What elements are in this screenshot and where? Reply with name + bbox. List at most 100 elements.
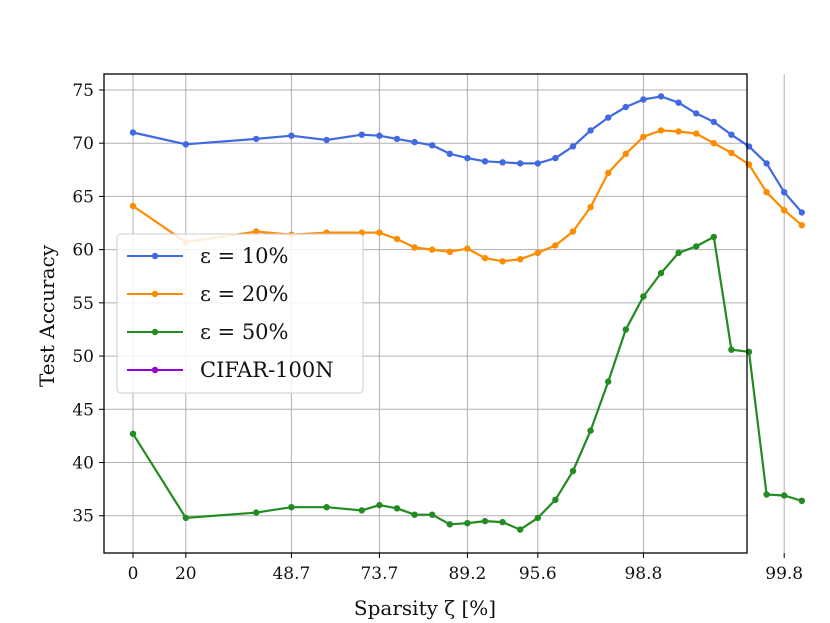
data-point [481,254,489,262]
data-point [393,505,401,512]
data-point [798,209,805,216]
data-point [446,248,453,255]
y-tick-label: 60 [72,241,94,261]
data-point [657,127,665,134]
data-point [358,131,365,138]
y-tick-label: 55 [72,294,94,314]
data-point [376,132,383,139]
data-point [763,160,770,167]
x-tick-label: 95.6 [519,564,557,584]
data-point [640,293,647,300]
data-point [288,504,295,511]
data-point [393,135,401,143]
x-tick-label: 20 [175,564,197,584]
data-point [323,504,330,511]
x-tick-label: 89.2 [448,564,486,584]
data-point [253,228,260,235]
data-point [129,129,137,136]
data-point [517,526,524,533]
data-point [675,128,682,135]
data-point [622,150,629,157]
legend-swatch-marker [151,328,159,336]
data-point [481,517,489,525]
legend-label: ε = 10% [200,244,289,268]
data-point [129,430,137,437]
data-point [640,96,647,103]
data-point [376,229,383,236]
data-point [446,150,453,157]
legend-entry: ε = 20% [127,282,289,306]
y-tick-label: 50 [72,347,94,367]
data-point [253,509,260,516]
data-point [446,521,453,528]
data-point [728,149,735,156]
data-point [710,233,717,241]
data-point [640,133,647,140]
data-point [587,203,594,211]
x-tick-label: 0 [128,564,139,584]
data-point [728,131,735,138]
data-point [376,501,383,509]
data-point [534,160,541,167]
data-point [587,427,594,434]
data-point [798,497,805,504]
data-point [569,143,577,150]
data-point [253,135,260,143]
data-point [605,169,612,177]
x-tick-label: 98.8 [624,564,662,584]
data-point [517,256,524,263]
data-point [622,103,629,111]
y-tick-label: 75 [72,81,94,101]
y-axis-ticks: 35 40 45 50 55 60 65 70 75 [72,81,104,527]
series-group [129,93,805,216]
x-tick-label: 99.8 [765,564,803,584]
data-point [763,189,770,196]
legend-box [116,233,364,394]
data-point [693,243,700,250]
x-tick-label: 48.7 [272,564,310,584]
data-point [710,118,717,126]
data-point [481,158,489,165]
data-point [569,467,577,475]
x-axis-ticks: 0 20 48.7 73.7 89.2 95.6 98.8 99.8 [128,553,803,584]
plot-frame [103,73,748,554]
data-point [323,136,330,144]
data-point [710,140,717,147]
data-point [728,346,735,353]
data-point [534,514,541,522]
data-point [693,110,700,117]
data-point [464,154,471,162]
data-point [552,496,559,503]
data-point [429,511,436,518]
legend-label: ε = 20% [200,282,289,306]
data-point [499,518,506,526]
data-point [781,189,788,196]
data-point [552,242,559,249]
data-point [657,269,665,277]
data-point [182,141,189,148]
data-point [129,202,137,210]
data-point [464,245,471,252]
data-point [288,132,295,139]
data-point [499,258,506,265]
data-point [675,249,682,256]
legend-swatch-marker [151,366,159,374]
data-point [499,159,506,166]
data-point [605,114,612,121]
data-point [587,127,594,134]
legend-swatch-marker [151,252,159,260]
legend: ε = 10% ε = 20% ε = 50% CIFAR-100N [116,233,364,394]
data-point [534,249,541,256]
legend-entry: ε = 10% [127,244,289,268]
data-point [693,130,700,137]
data-point [552,154,559,162]
data-point [411,511,418,518]
y-tick-label: 65 [72,187,94,207]
data-point [358,507,365,514]
legend-swatch-marker [151,290,159,298]
y-tick-label: 45 [72,400,94,420]
series-layer [129,93,805,533]
y-axis-label: Test Accuracy [35,244,59,387]
data-point [781,207,788,214]
legend-entry: CIFAR-100N [127,358,334,382]
